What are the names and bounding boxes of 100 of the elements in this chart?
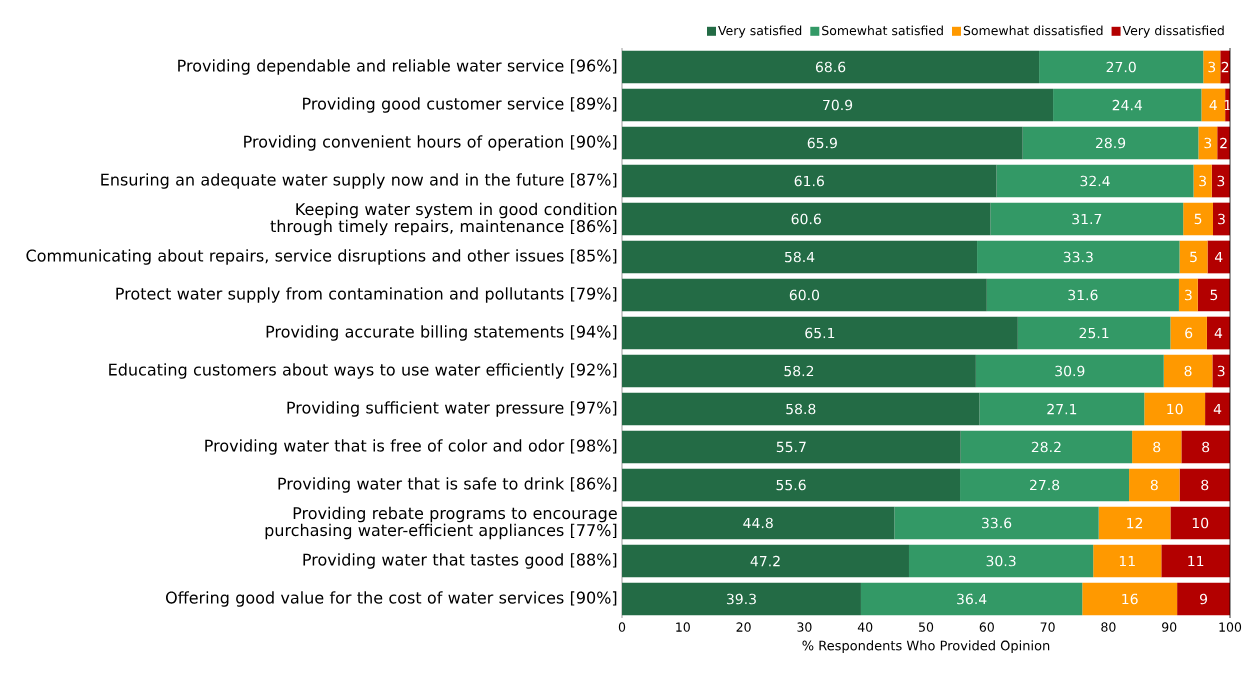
bar (1179, 240, 1208, 274)
bar (894, 506, 1099, 540)
data-label: 5 (1190, 251, 1197, 263)
data-label: 60.6 (791, 213, 821, 225)
bar (1203, 50, 1221, 84)
bar (1198, 126, 1218, 160)
data-label: 60.0 (789, 289, 820, 301)
data-label: 58.2 (784, 365, 814, 377)
data-label: 33.3 (1063, 251, 1093, 263)
bar (622, 278, 987, 312)
bar (975, 354, 1164, 388)
data-label: 5 (1210, 289, 1218, 301)
data-label: 58.8 (786, 403, 816, 415)
x-axis-title: % Respondents Who Provided Opinion (802, 640, 1050, 653)
bar (622, 88, 1054, 122)
data-label: 3 (1217, 175, 1225, 187)
bar (908, 544, 1094, 578)
bar (622, 468, 961, 502)
bar (622, 582, 861, 616)
data-label: 2 (1221, 61, 1229, 73)
bar (1183, 202, 1213, 236)
bar (1212, 354, 1231, 388)
data-label: 9 (1199, 593, 1208, 605)
data-label: 16 (1122, 593, 1138, 605)
data-label: 58.4 (785, 251, 815, 263)
y-tick-label: Providing rebate programs to encourage purchasing water-efficient appliances [77%] (265, 506, 617, 540)
data-label: 8 (1153, 441, 1161, 453)
data-label: 3 (1184, 289, 1192, 301)
data-label: 28.9 (1095, 137, 1126, 149)
bar (960, 430, 1133, 464)
data-label: 44.8 (743, 517, 773, 529)
y-tick-label: Educating customers about ways to use water efficiently [92%] (109, 363, 617, 379)
data-label: 32.4 (1080, 175, 1110, 187)
data-label: 30.3 (986, 555, 1016, 567)
bar (860, 582, 1083, 616)
y-tick-label: Providing good customer service [89%] (303, 97, 617, 113)
bar (1093, 544, 1162, 578)
y-tick-label: Communicating about repairs, service disruptions and other issues [85%] (26, 249, 617, 265)
data-label: 3 (1199, 175, 1206, 187)
data-label: 33.6 (982, 517, 1012, 529)
data-label: 8 (1201, 479, 1209, 491)
y-tick-label: Providing sufficient water pressure [97%] (287, 401, 617, 417)
bar (1178, 278, 1198, 312)
y-tick-label: Offering good value for the cost of water services [90%] (166, 591, 617, 607)
data-label: 6 (1185, 327, 1193, 339)
bar (1132, 430, 1182, 464)
y-tick-label: Ensuring an adequate water supply now and in the future [87%] (101, 173, 617, 189)
bar (622, 506, 895, 540)
bar (1144, 392, 1206, 426)
x-tick-label: 70 (1040, 622, 1055, 632)
y-tick-label: Providing dependable and reliable water service [96%] (178, 59, 617, 75)
data-label: 8 (1202, 441, 1210, 453)
y-tick-label: Keeping water system in good condition through timely repairs, maintenance [86%] (270, 202, 617, 236)
bar (986, 278, 1179, 312)
data-label: 25.1 (1079, 327, 1109, 339)
bar (1017, 316, 1171, 350)
data-label: 36.4 (957, 593, 987, 605)
x-tick-label: 100 (1219, 622, 1242, 632)
legend-label: Very satisfied (718, 25, 802, 38)
data-label: 27.1 (1047, 403, 1077, 415)
x-tick-label: 40 (857, 622, 873, 632)
y-tick-label: Providing water that tastes good [88%] (303, 553, 617, 569)
data-label: 55.7 (776, 441, 806, 453)
data-label: 4 (1214, 251, 1223, 263)
bar (1161, 544, 1231, 578)
x-tick-label: 80 (1101, 622, 1116, 632)
data-label: 5 (1194, 213, 1202, 225)
y-tick-label: Providing accurate billing statements [94%] (266, 325, 617, 341)
bar (622, 544, 909, 578)
x-tick-label: 0 (618, 622, 626, 632)
bar (1022, 126, 1199, 160)
x-tick-label: 60 (979, 622, 994, 632)
data-label: 65.1 (805, 327, 835, 339)
x-tick-label: 10 (676, 622, 690, 632)
bar (1205, 392, 1231, 426)
bar (1179, 468, 1231, 502)
data-label: 55.6 (776, 479, 806, 491)
bar (1163, 354, 1213, 388)
y-tick-label: Protect water supply from contamination and pollutants [79%] (116, 287, 617, 303)
data-label: 68.6 (815, 61, 846, 73)
bar (996, 164, 1194, 198)
data-label: 8 (1150, 479, 1158, 491)
bar (1201, 88, 1226, 122)
data-label: 70.9 (823, 99, 853, 111)
bar (1082, 582, 1178, 616)
data-label: 11 (1119, 555, 1135, 567)
data-label: 28.2 (1031, 441, 1061, 453)
data-label: 10 (1192, 517, 1209, 529)
bar (1129, 468, 1180, 502)
legend-label: Very dissatisfied (1122, 25, 1224, 38)
data-label: 11 (1188, 555, 1204, 567)
legend-label: Somewhat satisfied (822, 25, 943, 36)
bar (622, 354, 976, 388)
data-label: 3 (1218, 213, 1225, 225)
data-label: 31.7 (1072, 213, 1102, 225)
x-tick-label: 50 (919, 622, 934, 632)
x-tick-label: 90 (1162, 622, 1177, 632)
bar (1170, 316, 1207, 350)
data-label: 2 (1220, 137, 1227, 149)
bar (960, 468, 1130, 502)
